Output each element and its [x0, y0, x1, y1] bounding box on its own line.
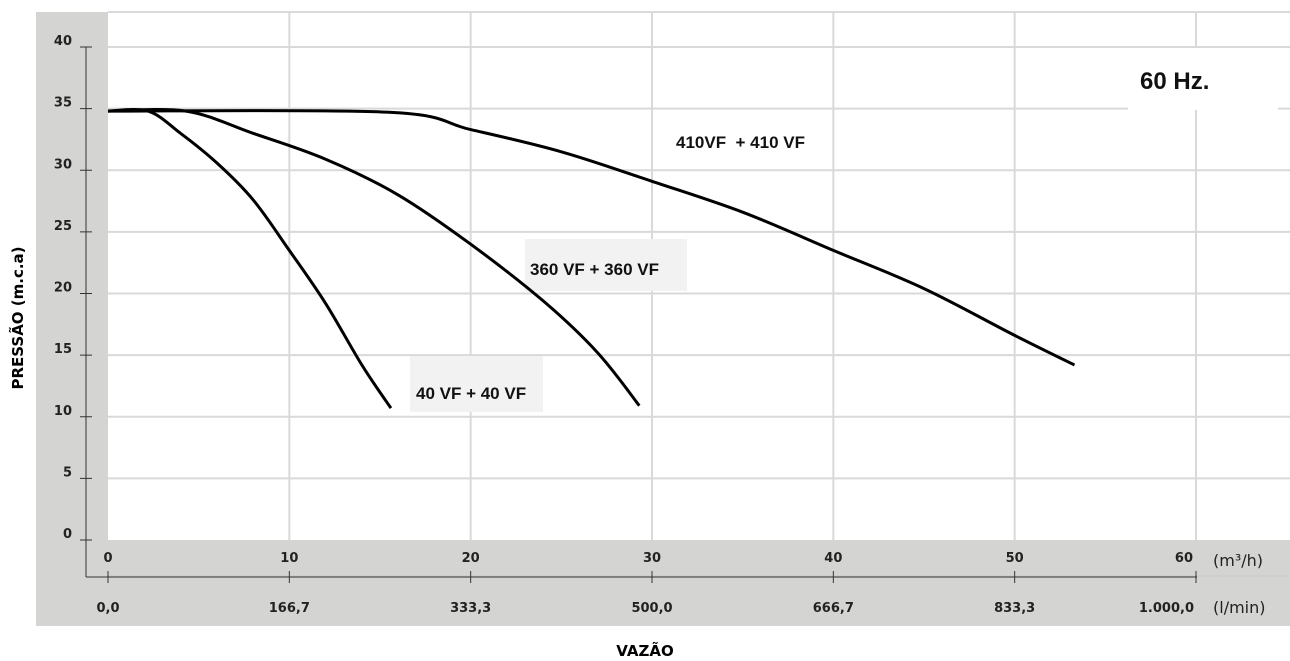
axes: [80, 46, 1197, 583]
x2-tick-label-4: 666,7: [813, 601, 854, 616]
frequency-box: [1128, 48, 1278, 110]
series-label-360vf: 360 VF + 360 VF: [530, 260, 659, 279]
series-label-40vf: 40 VF + 40 VF: [416, 384, 526, 403]
y-tick-label-20: 20: [54, 281, 72, 296]
x2-tick-label-0: 0,0: [96, 601, 119, 616]
x-tick-label-30: 30: [643, 551, 661, 566]
series-label-410vf: 410VF + 410 VF: [676, 133, 805, 152]
series-label-box-40vf: [410, 356, 543, 412]
y-axis-title: PRESSÃO (m.c.a): [8, 246, 27, 389]
tick-labels: 0 5 10 15 20 25 30 35 40 0 0,0 10 166,7 20 333,3 30 500,…: [54, 34, 1194, 616]
x-axis-band: [36, 540, 1290, 626]
series-label-box-360vf: [525, 239, 687, 291]
y-tick-label-15: 15: [54, 342, 72, 357]
series-curve-2: [107, 109, 1076, 367]
x2-tick-label-2: 333,3: [450, 601, 491, 616]
x-tick-label-20: 20: [462, 551, 480, 566]
y-tick-label-30: 30: [54, 157, 72, 172]
x2-tick-label-5: 833,3: [994, 601, 1035, 616]
y-tick-label-5: 5: [63, 465, 72, 480]
x-unit-label: (m³/h): [1213, 551, 1263, 570]
x-tick-label-10: 10: [280, 551, 298, 566]
x2-tick-label-1: 166,7: [269, 601, 310, 616]
y-tick-label-0: 0: [63, 527, 72, 542]
x2-tick-label-6: 1.000,0: [1139, 601, 1194, 616]
series-curve-1: [107, 107, 641, 407]
x-tick-label-0: 0: [103, 551, 112, 566]
y-tick-label-35: 35: [54, 96, 72, 111]
x-axis-title: VAZÃO: [616, 641, 673, 660]
y-tick-label-10: 10: [54, 404, 72, 419]
y-tick-label-40: 40: [54, 34, 72, 49]
x2-tick-label-3: 500,0: [631, 601, 672, 616]
x-tick-label-40: 40: [824, 551, 842, 566]
series-curve-0: [107, 107, 393, 409]
x-tick-label-50: 50: [1006, 551, 1024, 566]
y-axis-band: [36, 12, 108, 626]
grid-lines: [108, 11, 1290, 540]
x-tick-label-60: 60: [1175, 551, 1193, 566]
series-curves: [107, 107, 1076, 409]
plot-area: [108, 12, 1290, 540]
frequency-label: 60 Hz.: [1140, 68, 1209, 95]
y-tick-label-25: 25: [54, 219, 72, 234]
x2-unit-label: (l/min): [1213, 598, 1266, 617]
